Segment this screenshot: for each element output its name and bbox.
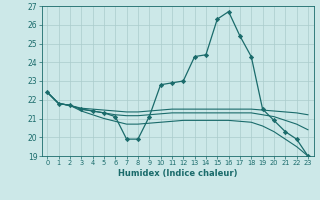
X-axis label: Humidex (Indice chaleur): Humidex (Indice chaleur) [118,169,237,178]
